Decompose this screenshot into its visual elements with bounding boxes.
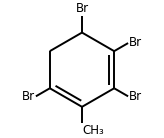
Text: Br: Br: [129, 90, 142, 103]
Text: Br: Br: [75, 2, 89, 15]
Text: CH₃: CH₃: [82, 124, 104, 137]
Text: Br: Br: [129, 36, 142, 49]
Text: Br: Br: [22, 90, 35, 103]
